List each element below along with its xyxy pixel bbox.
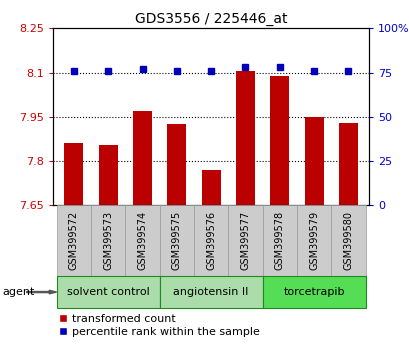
Bar — [56, 205, 91, 276]
Bar — [304, 117, 323, 205]
Bar — [159, 276, 262, 308]
Text: GSM399577: GSM399577 — [240, 211, 250, 270]
Text: angiotensin II: angiotensin II — [173, 287, 248, 297]
Text: GSM399578: GSM399578 — [274, 211, 284, 270]
Bar — [193, 205, 228, 276]
Bar — [133, 111, 152, 205]
Bar — [338, 123, 357, 205]
Bar — [296, 205, 330, 276]
Legend: transformed count, percentile rank within the sample: transformed count, percentile rank withi… — [59, 314, 259, 337]
Text: GSM399572: GSM399572 — [69, 211, 79, 270]
Bar — [64, 143, 83, 205]
Bar — [91, 205, 125, 276]
Bar — [125, 205, 159, 276]
Bar — [56, 276, 159, 308]
Bar — [167, 124, 186, 205]
Text: GSM399573: GSM399573 — [103, 211, 113, 270]
Text: GSM399574: GSM399574 — [137, 211, 147, 270]
Text: torcetrapib: torcetrapib — [283, 287, 344, 297]
Text: solvent control: solvent control — [67, 287, 149, 297]
Bar — [262, 276, 365, 308]
Bar — [99, 145, 117, 205]
Bar — [201, 170, 220, 205]
Text: GSM399575: GSM399575 — [171, 211, 181, 270]
Title: GDS3556 / 225446_at: GDS3556 / 225446_at — [135, 12, 287, 26]
Bar — [159, 205, 193, 276]
Bar — [262, 205, 296, 276]
Text: agent: agent — [2, 287, 34, 297]
Bar — [228, 205, 262, 276]
Text: GSM399576: GSM399576 — [206, 211, 216, 270]
Bar — [236, 71, 254, 205]
Text: GSM399580: GSM399580 — [343, 211, 353, 270]
Text: GSM399579: GSM399579 — [308, 211, 318, 270]
Bar — [330, 205, 365, 276]
Bar — [270, 75, 288, 205]
